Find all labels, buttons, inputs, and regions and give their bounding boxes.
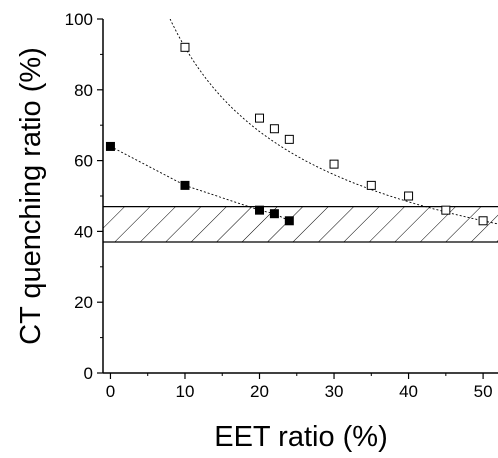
open-square-point <box>255 113 265 123</box>
y-tick-label: 80 <box>74 81 93 100</box>
x-tick-label: 10 <box>176 382 195 401</box>
filled-square-point <box>180 180 190 190</box>
filled-square-point <box>255 205 265 215</box>
open-square-point <box>441 205 451 215</box>
filled-square-point <box>105 141 115 151</box>
open-square-point <box>284 134 294 144</box>
filled-square-point <box>284 216 294 226</box>
filled-series-fit-line <box>110 146 290 222</box>
y-tick-label: 100 <box>65 10 93 29</box>
open-series-fit-line <box>169 19 498 225</box>
x-tick-label: 50 <box>474 382 493 401</box>
x-axis-title: EET ratio (%) <box>214 421 388 453</box>
y-tick-label: 60 <box>74 152 93 171</box>
x-tick-label: 40 <box>399 382 418 401</box>
y-tick-label: 20 <box>74 293 93 312</box>
open-square-point <box>329 159 339 169</box>
open-square-point <box>478 216 488 226</box>
filled-square-point <box>269 209 279 219</box>
y-tick-label: 40 <box>74 222 93 241</box>
open-square-point <box>366 180 376 190</box>
y-tick-label: 0 <box>84 364 93 383</box>
open-square-point <box>404 191 414 201</box>
open-square-point <box>269 124 279 134</box>
x-tick-label: 0 <box>106 382 115 401</box>
x-tick-label: 30 <box>325 382 344 401</box>
hatched-band <box>103 206 498 243</box>
open-square-point <box>180 42 190 52</box>
x-tick-label: 20 <box>250 382 269 401</box>
y-axis-title: CT quenching ratio (%) <box>15 47 47 345</box>
